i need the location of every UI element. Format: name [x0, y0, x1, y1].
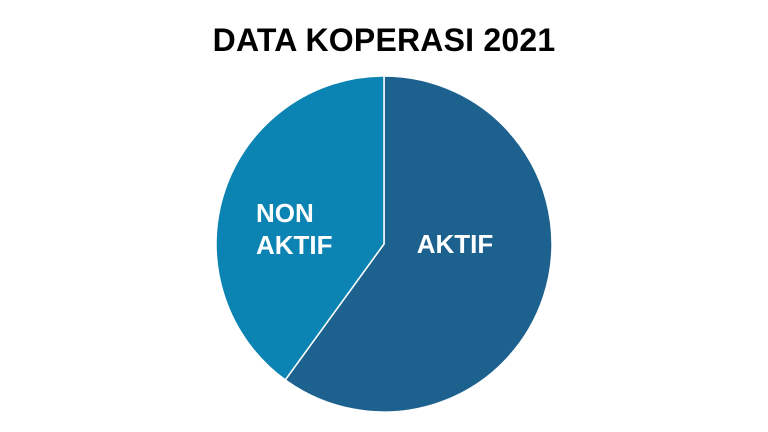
slice-label-aktif: AKTIF — [417, 229, 494, 259]
slice-label-non-aktif: NON AKTIF — [256, 198, 333, 260]
slice-label-non-aktif-line-2: AKTIF — [256, 230, 333, 260]
pie-slices — [215, 75, 553, 413]
pie-slice-non-aktif — [215, 75, 385, 381]
pie-slice-aktif — [284, 75, 553, 413]
slice-label-non-aktif-line-1: NON — [256, 198, 314, 228]
pie-labels: AKTIF NON AKTIF — [256, 198, 493, 260]
chart-title: DATA KOPERASI 2021 — [212, 22, 556, 58]
